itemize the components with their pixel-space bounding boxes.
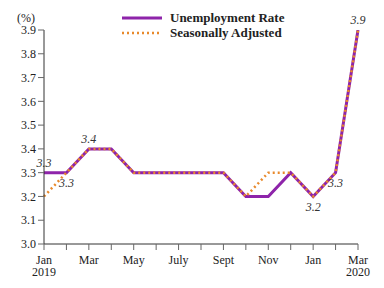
svg-text:(%): (%) bbox=[17, 11, 35, 25]
svg-text:3.1: 3.1 bbox=[21, 213, 36, 227]
svg-text:3.3: 3.3 bbox=[21, 166, 36, 180]
svg-text:Mar: Mar bbox=[79, 253, 99, 267]
svg-text:Mar2020: Mar2020 bbox=[346, 253, 370, 279]
svg-text:3.6: 3.6 bbox=[21, 95, 36, 109]
svg-text:3.7: 3.7 bbox=[21, 71, 36, 85]
svg-text:3.9: 3.9 bbox=[21, 23, 36, 37]
svg-text:3.2: 3.2 bbox=[21, 190, 36, 204]
svg-text:Jan: Jan bbox=[305, 253, 321, 267]
svg-text:3.3: 3.3 bbox=[58, 176, 74, 190]
svg-text:3.4: 3.4 bbox=[21, 142, 36, 156]
svg-text:3.8: 3.8 bbox=[21, 47, 36, 61]
svg-text:Nov: Nov bbox=[258, 253, 279, 267]
svg-text:3.4: 3.4 bbox=[80, 132, 96, 146]
html-text:Unemployment Rate: Unemployment Rate bbox=[170, 10, 285, 25]
svg-text:3.2: 3.2 bbox=[305, 200, 321, 214]
svg-text:3.3: 3.3 bbox=[36, 156, 52, 170]
svg-text:Sept: Sept bbox=[213, 253, 235, 267]
svg-text:July: July bbox=[169, 253, 189, 267]
svg-text:May: May bbox=[123, 253, 145, 267]
svg-text:3.3: 3.3 bbox=[327, 176, 343, 190]
svg-text:3.9: 3.9 bbox=[350, 13, 366, 27]
svg-text:3.5: 3.5 bbox=[21, 118, 36, 132]
svg-text:Jan2019: Jan2019 bbox=[32, 253, 56, 279]
svg-text:3.0: 3.0 bbox=[21, 237, 36, 251]
html-text:Seasonally Adjusted: Seasonally Adjusted bbox=[170, 25, 282, 40]
